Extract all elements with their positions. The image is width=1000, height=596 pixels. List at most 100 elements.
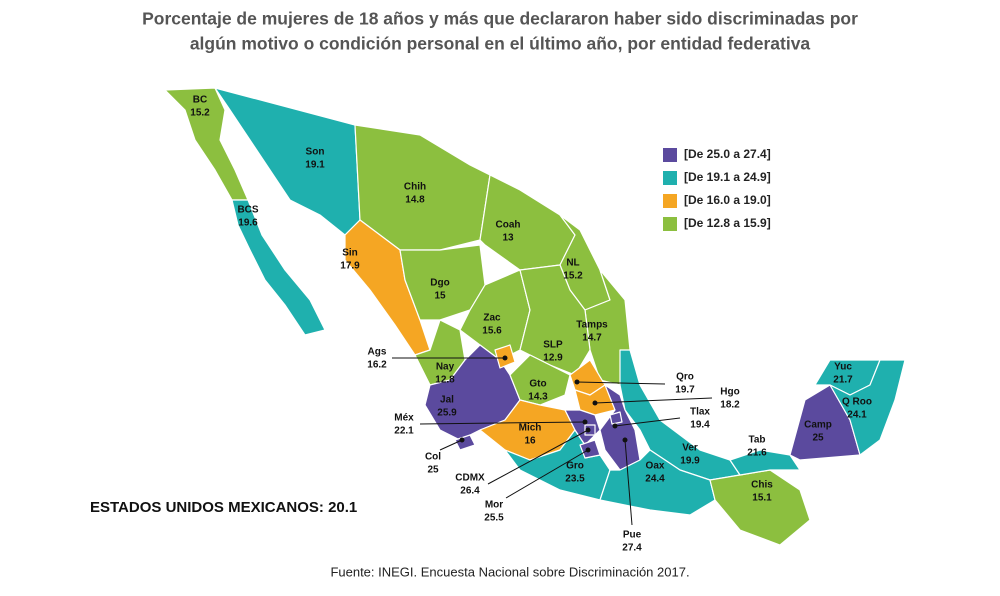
state-name: Sin <box>342 248 358 259</box>
national-total: ESTADOS UNIDOS MEXICANOS: 20.1 <box>90 499 357 516</box>
state-name: NL <box>566 258 579 269</box>
title-line: algún motivo o condición personal en el … <box>190 34 811 54</box>
state-value: 17.9 <box>340 261 360 272</box>
state-value: 16.2 <box>367 360 387 371</box>
leader-line <box>487 429 589 485</box>
state-value: 25 <box>812 433 824 444</box>
leader-dot <box>585 427 591 433</box>
legend-label: [De 25.0 a 27.4] <box>684 147 771 161</box>
state-name: Mich <box>519 423 542 434</box>
state-name: Gro <box>566 461 584 472</box>
state-name: Tlax <box>690 407 710 418</box>
state-name: Gto <box>529 379 546 390</box>
state-shape <box>599 449 716 516</box>
state-name: Son <box>306 147 325 158</box>
state-value: 15.6 <box>482 326 502 337</box>
leader-dot <box>612 423 618 429</box>
state-name: Zac <box>483 313 501 324</box>
legend-label: [De 16.0 a 19.0] <box>684 193 771 207</box>
legend-label: [De 12.8 a 15.9] <box>684 216 771 230</box>
leader-dot <box>582 419 588 425</box>
leader-dot <box>585 447 591 453</box>
state-value: 12.9 <box>543 353 563 364</box>
state-value: 25.9 <box>437 408 457 419</box>
state-value: 19.6 <box>238 218 258 229</box>
state-shape <box>564 409 601 446</box>
state-name: Dgo <box>430 278 449 289</box>
leader-dot <box>459 437 465 443</box>
state-name: Camp <box>804 420 832 431</box>
leader-line <box>505 449 589 499</box>
state-value: 12.8 <box>435 375 455 386</box>
leader-line <box>594 397 713 404</box>
state-value: 23.5 <box>565 474 585 485</box>
legend-swatch <box>663 194 677 208</box>
state-value: 19.1 <box>305 160 325 171</box>
state-value: 22.1 <box>394 426 414 437</box>
leader-line <box>439 439 463 451</box>
state-value: 16 <box>524 436 536 447</box>
leader-line <box>419 421 586 425</box>
state-value: 19.4 <box>690 420 710 431</box>
leader-dot <box>622 437 628 443</box>
state-name: Hgo <box>720 387 739 398</box>
state-value: 14.7 <box>582 333 602 344</box>
state-name: Tamps <box>576 320 608 331</box>
state-value: 14.8 <box>405 195 425 206</box>
state-value: 15 <box>434 291 446 302</box>
state-value: 21.7 <box>833 375 853 386</box>
state-shape <box>231 199 326 336</box>
state-name: Yuc <box>834 362 852 373</box>
state-value: 24.1 <box>847 410 867 421</box>
state-shape <box>829 359 906 456</box>
source: Fuente: INEGI. Encuesta Nacional sobre D… <box>330 564 689 579</box>
state-value: 15.2 <box>563 271 583 282</box>
state-value: 26.4 <box>460 486 480 497</box>
state-name: CDMX <box>455 473 485 484</box>
state-name: Méx <box>394 413 414 424</box>
state-name: Jal <box>440 395 454 406</box>
state-shape <box>479 174 576 271</box>
title-line: Porcentaje de mujeres de 18 años y más q… <box>142 9 858 29</box>
legend-label: [De 19.1 a 24.9] <box>684 170 771 184</box>
state-name: Chis <box>751 480 773 491</box>
state-name: Q Roo <box>842 397 872 408</box>
state-value: 18.2 <box>720 400 740 411</box>
state-shape <box>729 449 801 476</box>
legend-swatch <box>663 148 677 162</box>
state-name: Chih <box>404 182 426 193</box>
state-value: 25.5 <box>484 513 504 524</box>
state-value: 15.2 <box>190 108 210 119</box>
state-name: Mor <box>485 500 503 511</box>
state-name: Qro <box>676 372 694 383</box>
state-name: BCS <box>237 205 258 216</box>
state-value: 27.4 <box>622 543 642 554</box>
leader-dot <box>574 379 580 385</box>
state-shape <box>609 411 623 425</box>
state-value: 19.7 <box>675 385 695 396</box>
state-name: Nay <box>436 362 455 373</box>
state-name: Ver <box>682 443 698 454</box>
state-value: 15.1 <box>752 493 772 504</box>
state-value: 21.6 <box>747 448 767 459</box>
state-value: 14.3 <box>528 392 548 403</box>
state-value: 24.4 <box>645 474 665 485</box>
state-name: Tab <box>748 435 765 446</box>
leader-line <box>614 417 681 427</box>
legend-swatch <box>663 171 677 185</box>
state-name: Coah <box>496 220 521 231</box>
state-name: Col <box>425 452 441 463</box>
leader-line <box>576 381 666 385</box>
state-value: 19.9 <box>680 456 700 467</box>
legend-swatch <box>663 217 677 231</box>
state-name: Oax <box>646 461 665 472</box>
state-name: Pue <box>623 530 642 541</box>
state-value: 25 <box>427 465 439 476</box>
leader-dot <box>502 355 508 361</box>
state-name: SLP <box>543 340 563 351</box>
state-value: 13 <box>502 233 514 244</box>
state-name: Ags <box>368 347 387 358</box>
leader-dot <box>592 400 598 406</box>
state-name: BC <box>193 95 207 106</box>
